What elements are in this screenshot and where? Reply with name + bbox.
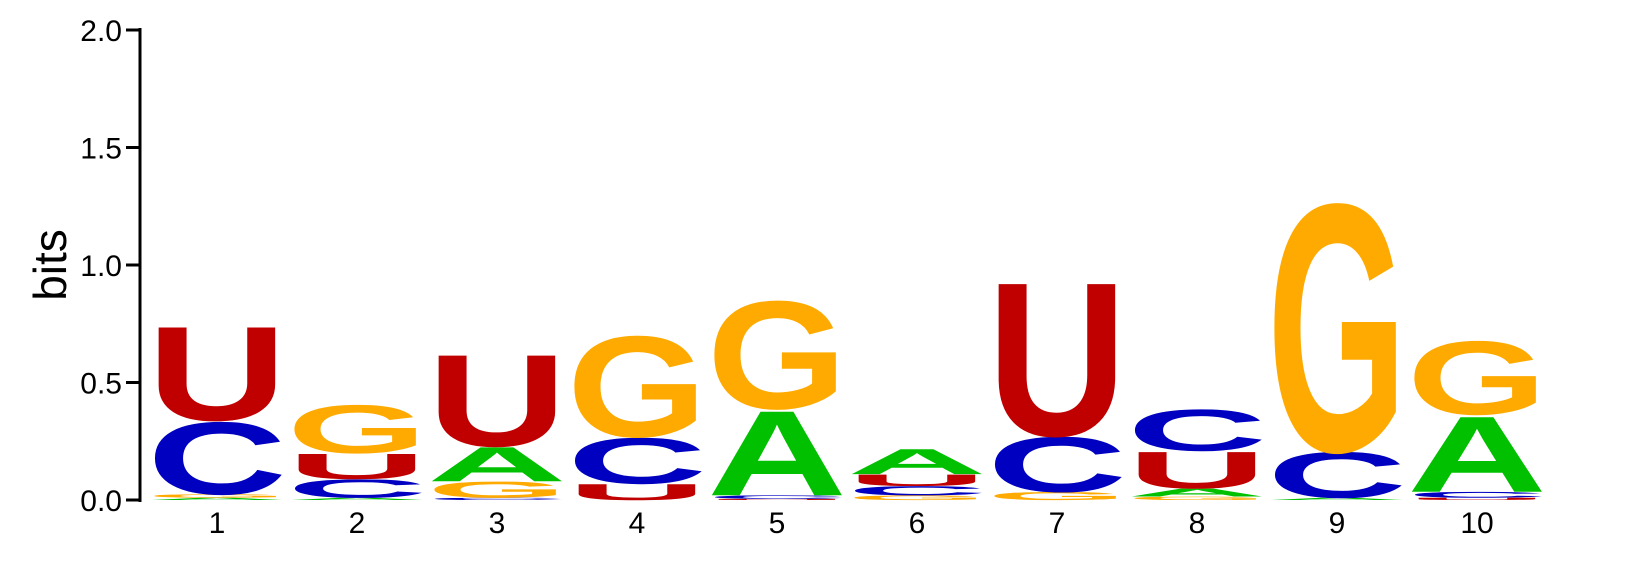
y-axis: 0.0 0.5 1.0 1.5 2.0 [80, 15, 142, 518]
logo-letter-A: A [1267, 497, 1407, 501]
logo-letter-C: C [147, 400, 287, 516]
logo-letter-C: C [1267, 438, 1407, 511]
x-tick-label: 9 [1329, 507, 1346, 540]
y-axis-label: bits [24, 229, 76, 301]
logo-letter-C: C [707, 494, 847, 499]
x-tick-label: 4 [629, 507, 646, 540]
logo-letter-U: U [1407, 497, 1547, 501]
x-tick-label: 5 [769, 507, 786, 540]
logo-letter-A: A [147, 497, 287, 501]
x-tick-label: 10 [1460, 507, 1493, 540]
logo-letter-G: G [847, 494, 987, 501]
logo-column-7: GCU [987, 236, 1127, 509]
x-tick-label: 2 [349, 507, 366, 540]
logo-letter-C: C [1127, 397, 1267, 463]
logo-letter-U: U [287, 446, 427, 486]
logo-column-9: ACG [1267, 130, 1407, 526]
logo-letter-A: A [1407, 395, 1547, 516]
logo-letter-G: G [1267, 130, 1407, 526]
x-tick-label: 1 [209, 507, 226, 540]
logo-letter-A: A [847, 442, 987, 482]
logo-letter-U: U [147, 299, 287, 449]
logo-letter-G: G [287, 391, 427, 468]
logo-letter-U: U [707, 499, 847, 501]
x-tick-label: 7 [1049, 507, 1066, 540]
logo-letter-G: G [987, 490, 1127, 503]
y-tick-label: 1.5 [80, 133, 122, 166]
x-tick-label: 6 [909, 507, 926, 540]
logo-column-4: UCG [567, 306, 707, 505]
logo-letter-C: C [287, 474, 427, 503]
logo-letter-A: A [287, 497, 427, 501]
logo-letter-C: C [847, 484, 987, 499]
logo-letter-G: G [1127, 496, 1267, 501]
logo-letter-A: A [427, 437, 567, 492]
x-ticks: 1 2 3 4 5 6 7 8 9 10 [209, 507, 1494, 540]
logo-letter-U: U [567, 479, 707, 505]
logo-letter-G: G [147, 493, 287, 498]
y-tick-label: 0.5 [80, 368, 122, 401]
y-tick-label: 2.0 [80, 15, 122, 48]
logo-letter-C: C [987, 421, 1127, 509]
y-tick-label: 1.0 [80, 250, 122, 283]
logo-letter-C: C [567, 424, 707, 497]
y-tick-label: 0.0 [80, 485, 122, 518]
logo-letter-G: G [1407, 320, 1547, 437]
y-ticks: 0.0 0.5 1.0 1.5 2.0 [80, 15, 140, 518]
logo-letter-U: U [847, 471, 987, 489]
x-tick-label: 8 [1189, 507, 1206, 540]
logo-letter-U: U [1127, 441, 1267, 500]
logo-letter-U: U [987, 236, 1127, 482]
logo-letter-G: G [707, 268, 847, 441]
logo-letter-G: G [567, 306, 707, 468]
logo-letter-A: A [707, 386, 847, 521]
logo-letter-U: U [427, 328, 567, 475]
x-tick-label: 3 [489, 507, 506, 540]
logo-letter-C: C [1407, 490, 1547, 499]
logo-letter-A: A [1127, 486, 1267, 499]
logo-letter-C: C [427, 497, 567, 501]
logo-letter-G: G [427, 477, 567, 503]
